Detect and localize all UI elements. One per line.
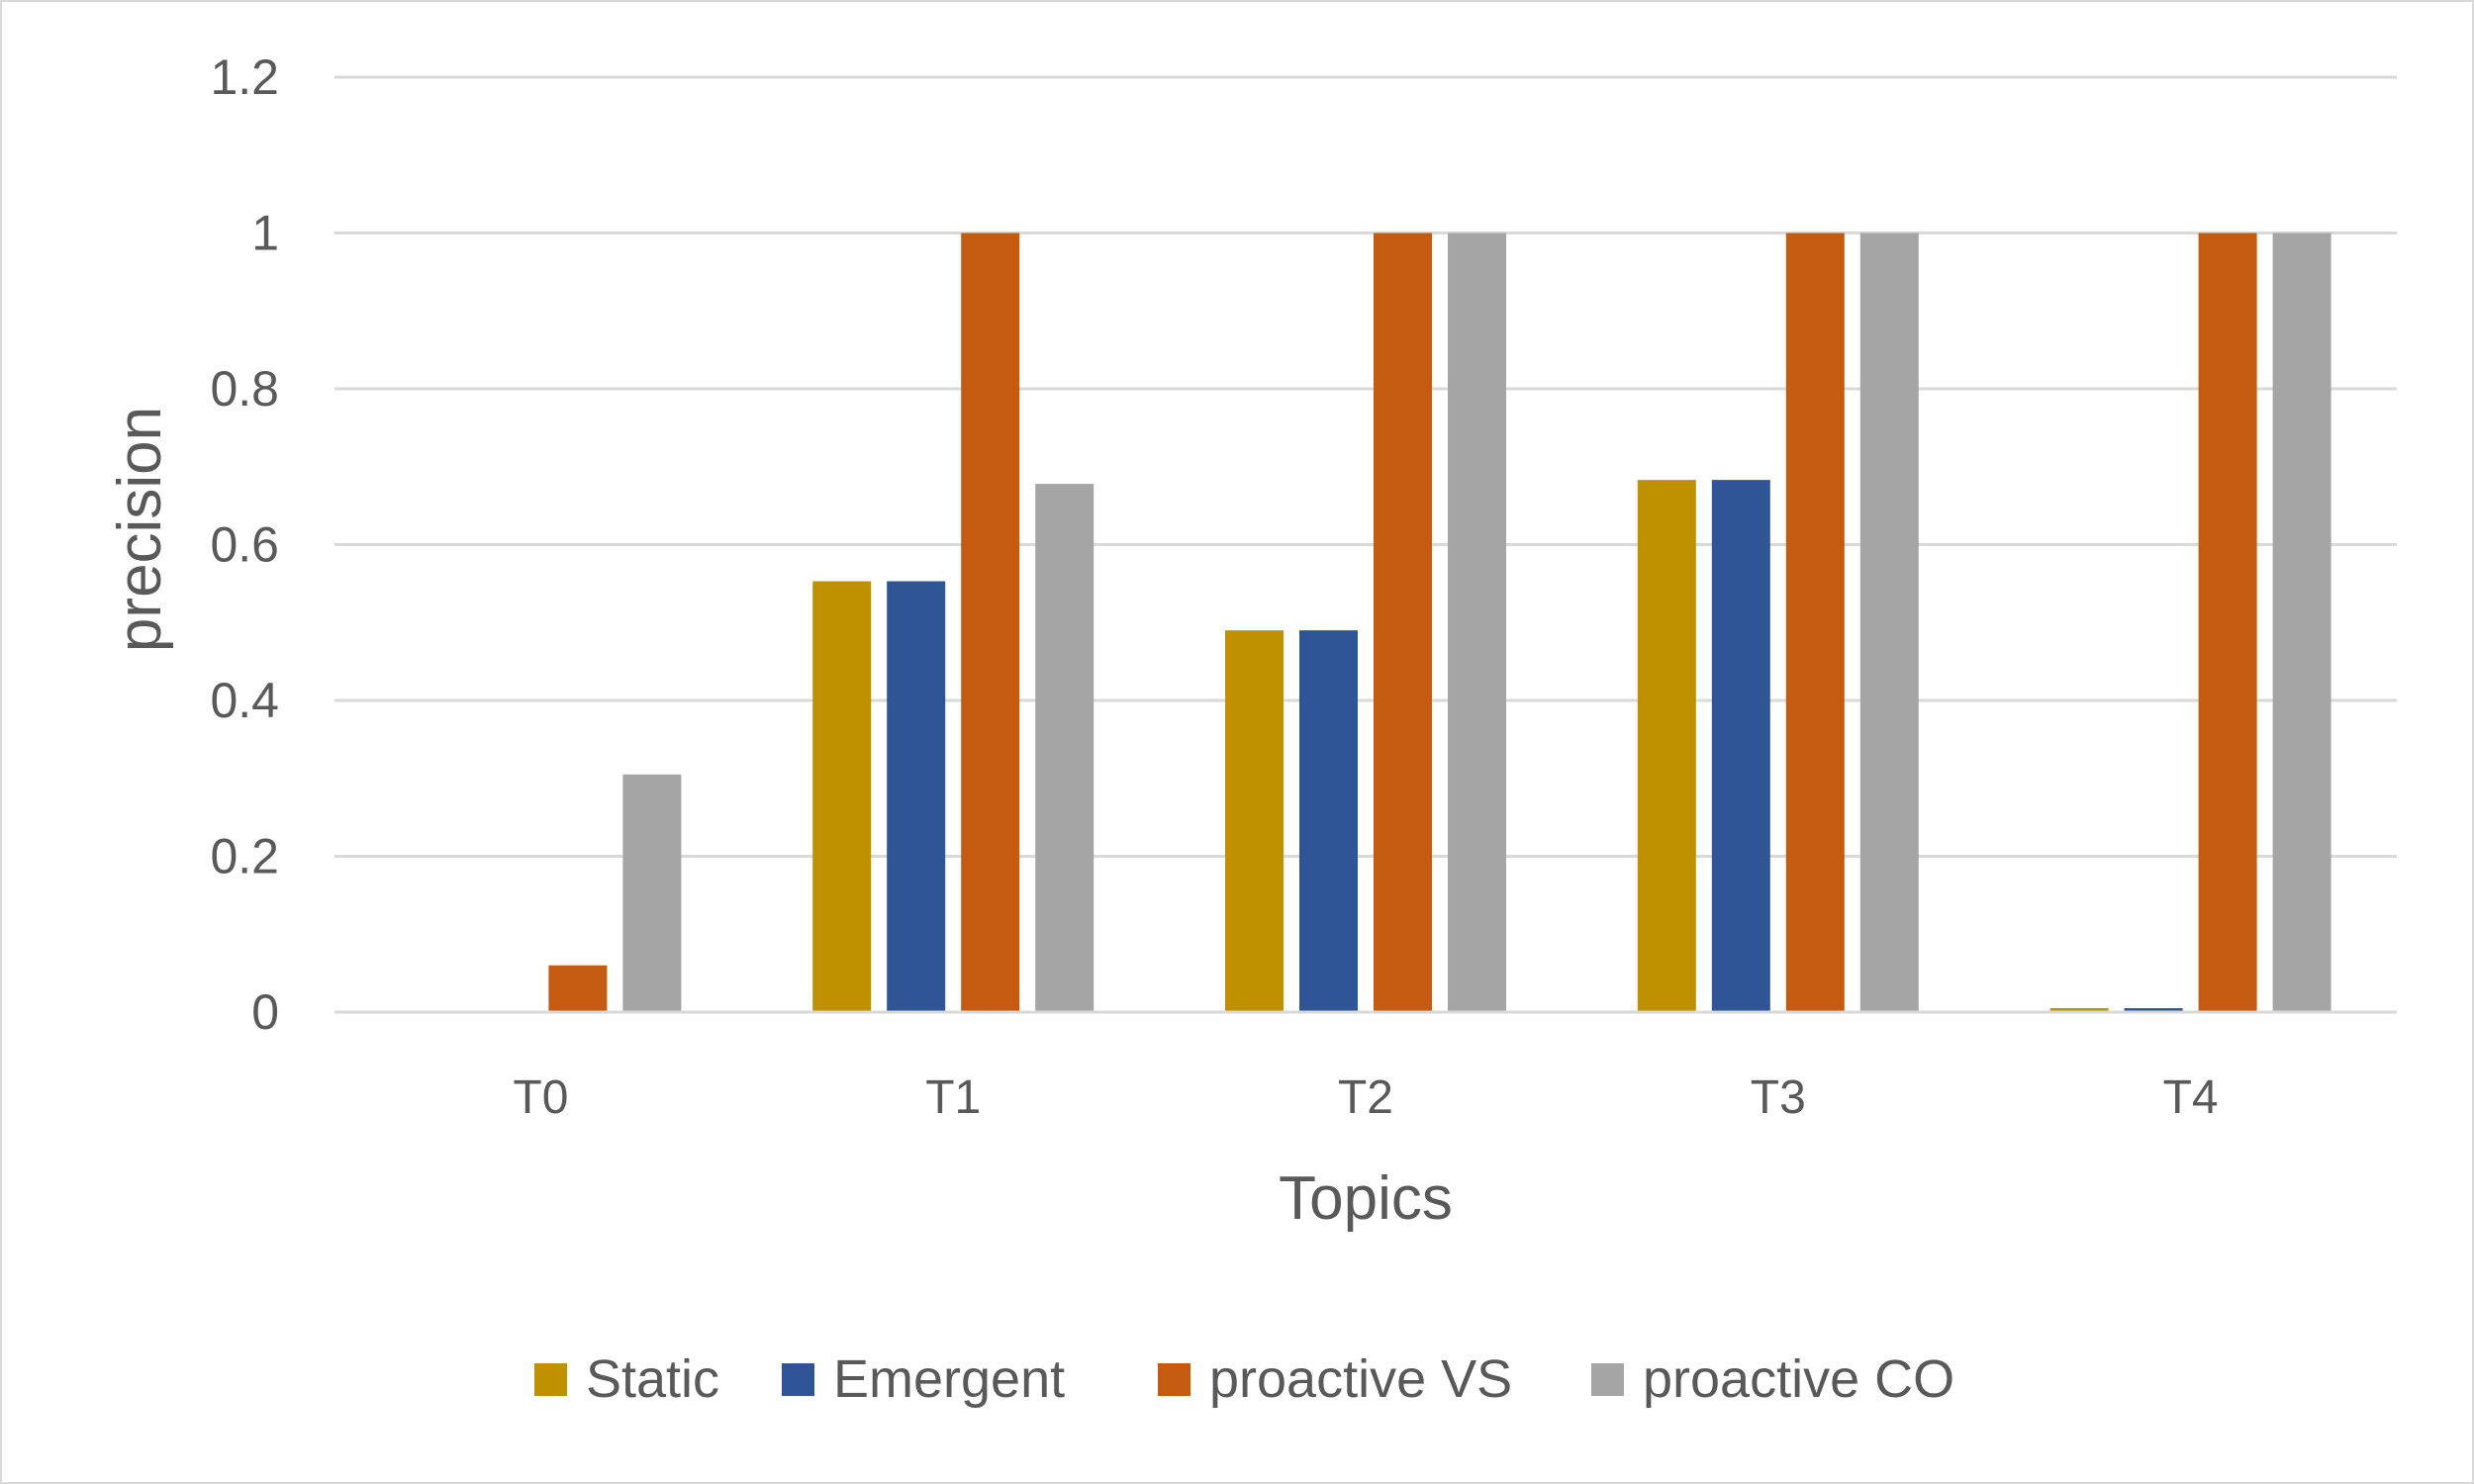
x-category-label: T3 [1751, 1071, 1806, 1124]
bar-proactive-co-t4 [2272, 232, 2331, 1012]
gridlines [334, 75, 2397, 858]
bar-static-t3 [1637, 480, 1696, 1012]
y-tick-label: 0.4 [210, 673, 279, 728]
bar-static-t1 [812, 581, 872, 1012]
legend-swatch [782, 1363, 814, 1396]
bar-proactive-vs-t1 [961, 232, 1020, 1012]
bar-proactive-vs-t0 [548, 965, 608, 1012]
bar-emergent-t2 [1299, 630, 1358, 1012]
legend: Static Emergent proactive VS proactive CO [534, 1349, 1954, 1409]
bar-static-t4 [2049, 1008, 2109, 1012]
x-category-label: T0 [513, 1071, 568, 1124]
bar-proactive-vs-t2 [1374, 232, 1432, 1012]
x-category-label: T4 [2163, 1071, 2219, 1124]
bar-proactive-vs-t4 [2198, 232, 2257, 1012]
bar-proactive-co-t1 [1035, 484, 1094, 1012]
legend-label: Static [586, 1349, 719, 1409]
bar-emergent-t1 [887, 581, 946, 1012]
x-category-label: T1 [925, 1071, 981, 1124]
legend-swatch [1591, 1363, 1624, 1396]
legend-swatch [1158, 1363, 1190, 1396]
x-axis-categories: T0 T1 T2 T3 T4 [513, 1071, 2218, 1124]
x-category-label: T2 [1338, 1071, 1393, 1124]
y-tick-label: 1.2 [210, 49, 279, 105]
bars [548, 232, 2331, 1012]
y-axis-ticks: 0 0.2 0.4 0.6 0.8 1 1.2 [210, 49, 279, 1040]
bar-static-t2 [1225, 630, 1284, 1012]
y-tick-label: 0.8 [210, 361, 279, 417]
legend-label: proactive VS [1209, 1349, 1512, 1409]
x-axis-title: Topics [1279, 1164, 1453, 1233]
y-tick-label: 0.6 [210, 517, 279, 573]
bar-proactive-vs-t3 [1785, 232, 1845, 1012]
bar-emergent-t4 [2124, 1008, 2183, 1012]
legend-label: proactive CO [1643, 1349, 1954, 1409]
bar-proactive-co-t2 [1448, 232, 1506, 1012]
y-tick-label: 0 [251, 984, 279, 1040]
legend-label: Emergent [833, 1349, 1065, 1409]
bar-proactive-co-t0 [622, 774, 682, 1012]
y-tick-label: 0.2 [210, 829, 279, 884]
bar-emergent-t3 [1711, 480, 1770, 1012]
y-axis-title: precision [106, 407, 174, 652]
bar-proactive-co-t3 [1859, 232, 1919, 1012]
legend-swatch [534, 1363, 567, 1396]
y-tick-label: 1 [251, 206, 279, 261]
